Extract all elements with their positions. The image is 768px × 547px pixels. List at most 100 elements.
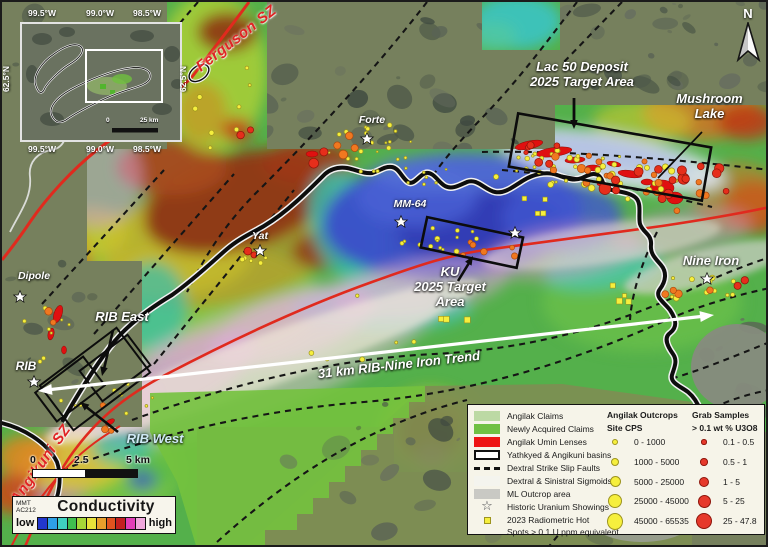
legend-item: 2023 Radiometric Hot: [474, 514, 589, 526]
ramp-segment: [67, 517, 78, 529]
legend-label: Historic Uranium Showings: [507, 502, 610, 512]
ramp-segment: [106, 517, 117, 529]
ku-target-rect: [419, 215, 525, 270]
legend-swatch: [474, 450, 500, 460]
lon-label: 98.5°W: [133, 144, 161, 154]
ku-target-label: KU 2025 Target Area: [414, 264, 486, 309]
scale-value: 1 - 5: [723, 476, 741, 487]
inset-canvas: [22, 24, 183, 140]
legend-swatch: [474, 424, 500, 434]
legend-swatch: [474, 489, 500, 499]
legend-label: Newly Acquired Claims: [507, 424, 594, 434]
grabs-header: Grab Samples: [692, 410, 750, 420]
legend-item: ☆ Historic Uranium Showings: [474, 499, 610, 514]
ramp-segment: [87, 517, 97, 529]
scale-value: 0 - 1000: [634, 437, 666, 447]
conductivity-low: low: [16, 517, 35, 529]
lat-label: 62.5°N: [1, 65, 12, 93]
north-arrow-icon: [736, 20, 761, 63]
legend-label: Angilak Umin Lenses: [507, 437, 587, 447]
scale-dot: [607, 454, 623, 470]
scale-bar: 0 2.5 5 km: [30, 454, 190, 486]
scale-dot: [607, 512, 623, 530]
scale-value: 25000 - 45000: [634, 496, 689, 507]
scale-dot: [696, 434, 712, 450]
map-legend: Angilak Claims Newly Acquired Claims Angil…: [467, 404, 765, 537]
north-arrow: N: [726, 6, 766, 72]
legend-swatch: [474, 515, 500, 525]
legend-swatch: [474, 437, 500, 447]
scale-start: 0: [30, 454, 36, 466]
forte-label: Forte: [358, 114, 386, 126]
lon-label: 99.5°W: [28, 8, 56, 18]
legend-label: 2023 Radiometric Hot: [507, 515, 590, 525]
legend-swatch: [474, 476, 500, 486]
lon-label: 98.5°W: [133, 8, 161, 18]
legend-swatch: [474, 411, 500, 421]
scale-dot: [696, 513, 712, 530]
inset-scale-zero: 0: [106, 117, 110, 124]
conductivity-high: high: [148, 517, 172, 529]
legend-label: Dextral & Sinistral Sigmoids: [507, 476, 612, 486]
inset-scale-end: 25 km: [140, 117, 159, 124]
rib-west-label: RIB West: [126, 431, 184, 446]
legend-item: Newly Acquired Claims: [474, 423, 594, 435]
scale-value: 45000 - 65535: [634, 516, 689, 527]
scale-value: 25 - 47.8: [723, 516, 757, 527]
scale-dot: [607, 493, 623, 509]
conductivity-ramp: [37, 516, 146, 530]
ramp-segment: [77, 517, 88, 529]
yat-label: Yat: [252, 230, 268, 242]
scale-bar-segments: [32, 469, 138, 478]
legend-label: Angilak Claims: [507, 411, 564, 421]
sample-dots: [22, 65, 749, 434]
legend-item: Dextral & Sinistral Sigmoids: [474, 475, 612, 487]
sensor-id: MMT AC212: [16, 499, 36, 514]
lac50-target-rect: [507, 111, 713, 203]
outcrops-subheader: Site CPS: [607, 423, 643, 433]
scale-value: 0.1 - 0.5: [723, 437, 755, 447]
conductivity-title: Conductivity: [57, 497, 155, 515]
lon-label: 99.0°W: [86, 8, 114, 18]
inset-extent-rect: [85, 49, 163, 103]
scale-value: 0.5 - 1: [723, 456, 748, 467]
lac50-target-label: Lac 50 Deposit 2025 Target Area: [530, 59, 634, 89]
lat-label: 62.5°N: [178, 65, 189, 93]
rib-east-label: RIB East: [95, 309, 149, 324]
north-label: N: [743, 6, 753, 21]
ml-outcrop-patch: [691, 324, 766, 410]
scale-value: 1000 - 5000: [634, 456, 680, 467]
lon-label: 99.5°W: [28, 144, 56, 154]
scale-value: 5000 - 25000: [634, 476, 685, 487]
dipole-label: Dipole: [17, 270, 51, 282]
ramp-segment: [136, 517, 145, 529]
ramp-segment: [96, 517, 107, 529]
trend-arrow: [38, 311, 714, 395]
rib-mid-rect: [38, 326, 152, 432]
outcrops-header: Angilak Outcrops: [607, 410, 678, 420]
legend-item: ML Outcrop area: [474, 488, 570, 500]
scale-dot: [696, 474, 712, 490]
grabs-subheader: > 0.1 wt % U3O8: [692, 423, 758, 433]
ramp-segment: [38, 517, 49, 529]
legend-item: Dextral Strike Slip Faults: [474, 462, 600, 474]
inset-locator-map: 0 25 km: [20, 22, 183, 142]
rib-label: RIB: [15, 359, 37, 373]
legend-item: Angilak Umin Lenses: [474, 436, 587, 448]
nine-iron-label: Nine Iron: [682, 253, 740, 268]
mm64-label: MM-64: [393, 198, 427, 210]
ramp-segment: [48, 517, 58, 529]
annotation-arrows: [80, 98, 703, 434]
legend-label: Dextral Strike Slip Faults: [507, 463, 601, 473]
scale-value: 5 - 25: [723, 496, 745, 507]
mushroom-lake-label: Mushroom Lake: [676, 91, 743, 121]
scale-dot: [696, 493, 712, 509]
ramp-segment: [57, 517, 68, 529]
legend-label: Yathkyed & Angikuni basins: [507, 450, 612, 460]
legend-item: Angilak Claims: [474, 410, 563, 422]
legend-swatch: ☆: [481, 499, 493, 514]
scale-mid: 2.5: [74, 454, 89, 466]
legend-label-line2: Spots > 0.1 U ppm equivalent: [507, 527, 619, 537]
scale-dot: [607, 434, 623, 450]
